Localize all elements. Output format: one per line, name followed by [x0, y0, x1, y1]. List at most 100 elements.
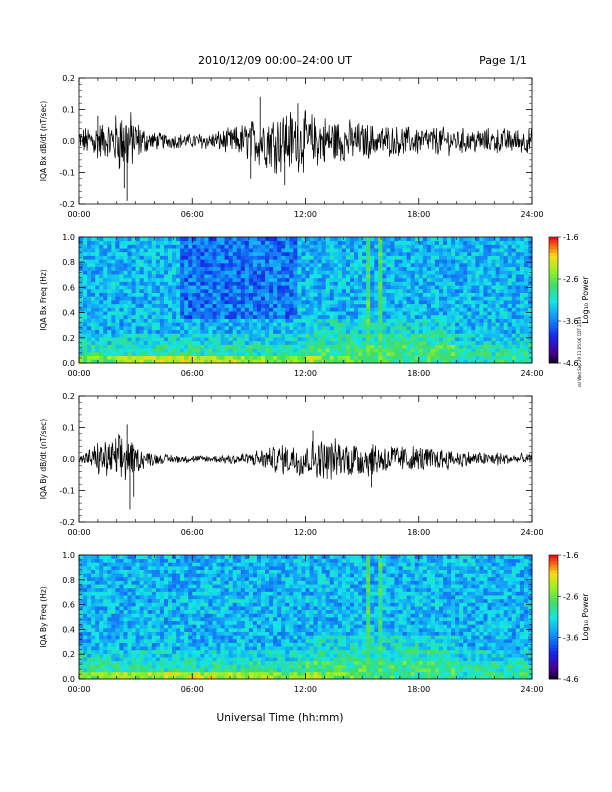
- panel4-spectrogram-cell: [155, 642, 161, 647]
- panel2-spectrogram-cell: [261, 307, 266, 312]
- panel4-spectrogram-cell: [95, 562, 100, 567]
- panel2-spectrogram-cell: [192, 325, 197, 331]
- panel2-spectrogram-cell: [180, 351, 185, 356]
- panel2-spectrogram-cell: [443, 322, 448, 327]
- panel2-spectrogram-cell: [265, 281, 270, 286]
- panel2-spectrogram-cell: [200, 296, 205, 301]
- panel4-spectrogram-cell: [163, 555, 169, 560]
- panel2-spectrogram-cell: [119, 277, 124, 282]
- panel2-spectrogram-cell: [527, 329, 533, 334]
- panel2-spectrogram-cell: [374, 274, 379, 279]
- panel2-spectrogram-cell: [180, 277, 185, 282]
- panel2-spectrogram-cell: [115, 348, 120, 353]
- panel2-spectrogram-cell: [511, 337, 517, 342]
- panel2-spectrogram-cell: [459, 255, 464, 260]
- panel2-spectrogram-cell: [410, 351, 416, 356]
- panel2-spectrogram-cell: [317, 333, 323, 338]
- panel2-spectrogram-cell: [95, 314, 100, 319]
- panel2-spectrogram-cell: [273, 262, 278, 268]
- panel2-spectrogram-cell: [341, 281, 347, 286]
- panel2-spectrogram-cell: [333, 325, 339, 331]
- panel4-spectrogram-cell: [99, 598, 104, 603]
- panel2-spectrogram-cell: [135, 281, 141, 286]
- panel2-spectrogram-cell: [155, 355, 161, 360]
- panel2-spectrogram-cell: [305, 314, 310, 319]
- panel4-spectrogram-cell: [127, 602, 132, 607]
- panel2-spectrogram-cell: [366, 344, 371, 349]
- panel2-spectrogram-cell: [135, 277, 141, 282]
- panel2-spectrogram-cell: [443, 251, 448, 256]
- panel4-spectrogram-cell: [155, 624, 161, 629]
- panel4-spectrogram-cell: [135, 617, 141, 622]
- panel2-spectrogram-cell: [483, 355, 488, 360]
- panel2-spectrogram-cell: [503, 318, 509, 323]
- panel2-spectrogram-cell: [333, 351, 339, 356]
- panel2-spectrogram-cell: [337, 281, 343, 286]
- panel2-spectrogram-cell: [390, 318, 395, 323]
- panel2-spectrogram-cell: [167, 307, 173, 312]
- panel2-spectrogram-cell: [370, 255, 375, 260]
- panel4-spectrogram-cell: [155, 565, 161, 570]
- panel2-spectrogram-cell: [155, 359, 161, 364]
- panel2-spectrogram-cell: [139, 318, 145, 323]
- panel2-spectrogram-cell: [354, 351, 359, 356]
- panel4-spectrogram-cell: [123, 569, 128, 574]
- panel2-spectrogram-cell: [131, 355, 137, 360]
- panel2-spectrogram-cell: [91, 359, 96, 364]
- panel4-spectrogram-cell: [143, 675, 149, 680]
- panel4-spectrogram-cell: [115, 555, 120, 560]
- panel2-spectrogram-cell: [151, 340, 157, 345]
- panel2-spectrogram-cell: [119, 322, 124, 327]
- panel2-spectrogram-cell: [503, 240, 509, 245]
- panel2-spectrogram-cell: [418, 351, 424, 356]
- panel4-spectrogram-cell: [139, 660, 145, 665]
- panel4-spectrogram-cell: [99, 595, 104, 600]
- panel2-spectrogram-cell: [414, 259, 420, 264]
- panel2-spectrogram-cell: [406, 240, 412, 245]
- panel2-spectrogram-cell: [232, 355, 238, 360]
- panel2-spectrogram-cell: [293, 274, 298, 279]
- panel2-spectrogram-cell: [248, 314, 254, 319]
- panel2-spectrogram-cell: [459, 337, 464, 342]
- panel4-spectrogram-cell: [127, 635, 132, 640]
- panel2-spectrogram-cell: [220, 296, 225, 301]
- panel2-spectrogram-cell: [354, 292, 359, 297]
- panel2-spectrogram-cell: [256, 355, 262, 360]
- panel2-spectrogram-cell: [301, 270, 306, 275]
- panel2-spectrogram-cell: [430, 288, 436, 293]
- panel4-spectrogram-cell: [115, 664, 120, 669]
- panel2-spectrogram-cell: [406, 325, 412, 331]
- panel4-spectrogram-cell: [147, 638, 153, 643]
- panel2-spectrogram-cell: [499, 248, 505, 253]
- panel2-spectrogram-cell: [305, 244, 310, 249]
- panel2-spectrogram-cell: [107, 351, 112, 356]
- panel2-spectrogram-cell: [317, 266, 323, 271]
- panel2-spectrogram-cell: [99, 237, 104, 242]
- panel2-spectrogram-cell: [135, 285, 141, 290]
- panel2-spectrogram-cell: [378, 244, 383, 249]
- panel2-spectrogram-cell: [139, 351, 145, 356]
- panel2-spectrogram-cell: [519, 248, 525, 253]
- panel2-spectrogram-cell: [374, 337, 379, 342]
- panel2-spectrogram-cell: [119, 359, 124, 364]
- panel2-spectrogram-cell: [349, 314, 355, 319]
- panel2-spectrogram-cell: [366, 325, 371, 331]
- panel2-spectrogram-cell: [297, 296, 302, 301]
- panel2-spectrogram-cell: [103, 288, 108, 293]
- panel2-spectrogram-cell: [495, 314, 501, 319]
- panel2-spectrogram-cell: [224, 311, 230, 316]
- panel2-colorbar-label: Log₁₀ Power: [581, 276, 590, 324]
- panel4-spectrogram-cell: [155, 668, 161, 673]
- panel4-spectrogram-cell: [163, 584, 169, 589]
- panel2-spectrogram-cell: [163, 300, 169, 305]
- panel2-spectrogram-cell: [208, 344, 213, 349]
- panel2-spectrogram-cell: [184, 355, 189, 360]
- panel2-spectrogram-cell: [135, 262, 141, 268]
- panel2-spectrogram-cell: [467, 292, 472, 297]
- panel2-spectrogram-cell: [467, 274, 472, 279]
- panel2-spectrogram-cell: [374, 344, 379, 349]
- panel2-spectrogram-cell: [200, 281, 205, 286]
- panel2-spectrogram-cell: [507, 277, 513, 282]
- panel2-spectrogram-cell: [293, 262, 298, 268]
- panel2-spectrogram-cell: [139, 300, 145, 305]
